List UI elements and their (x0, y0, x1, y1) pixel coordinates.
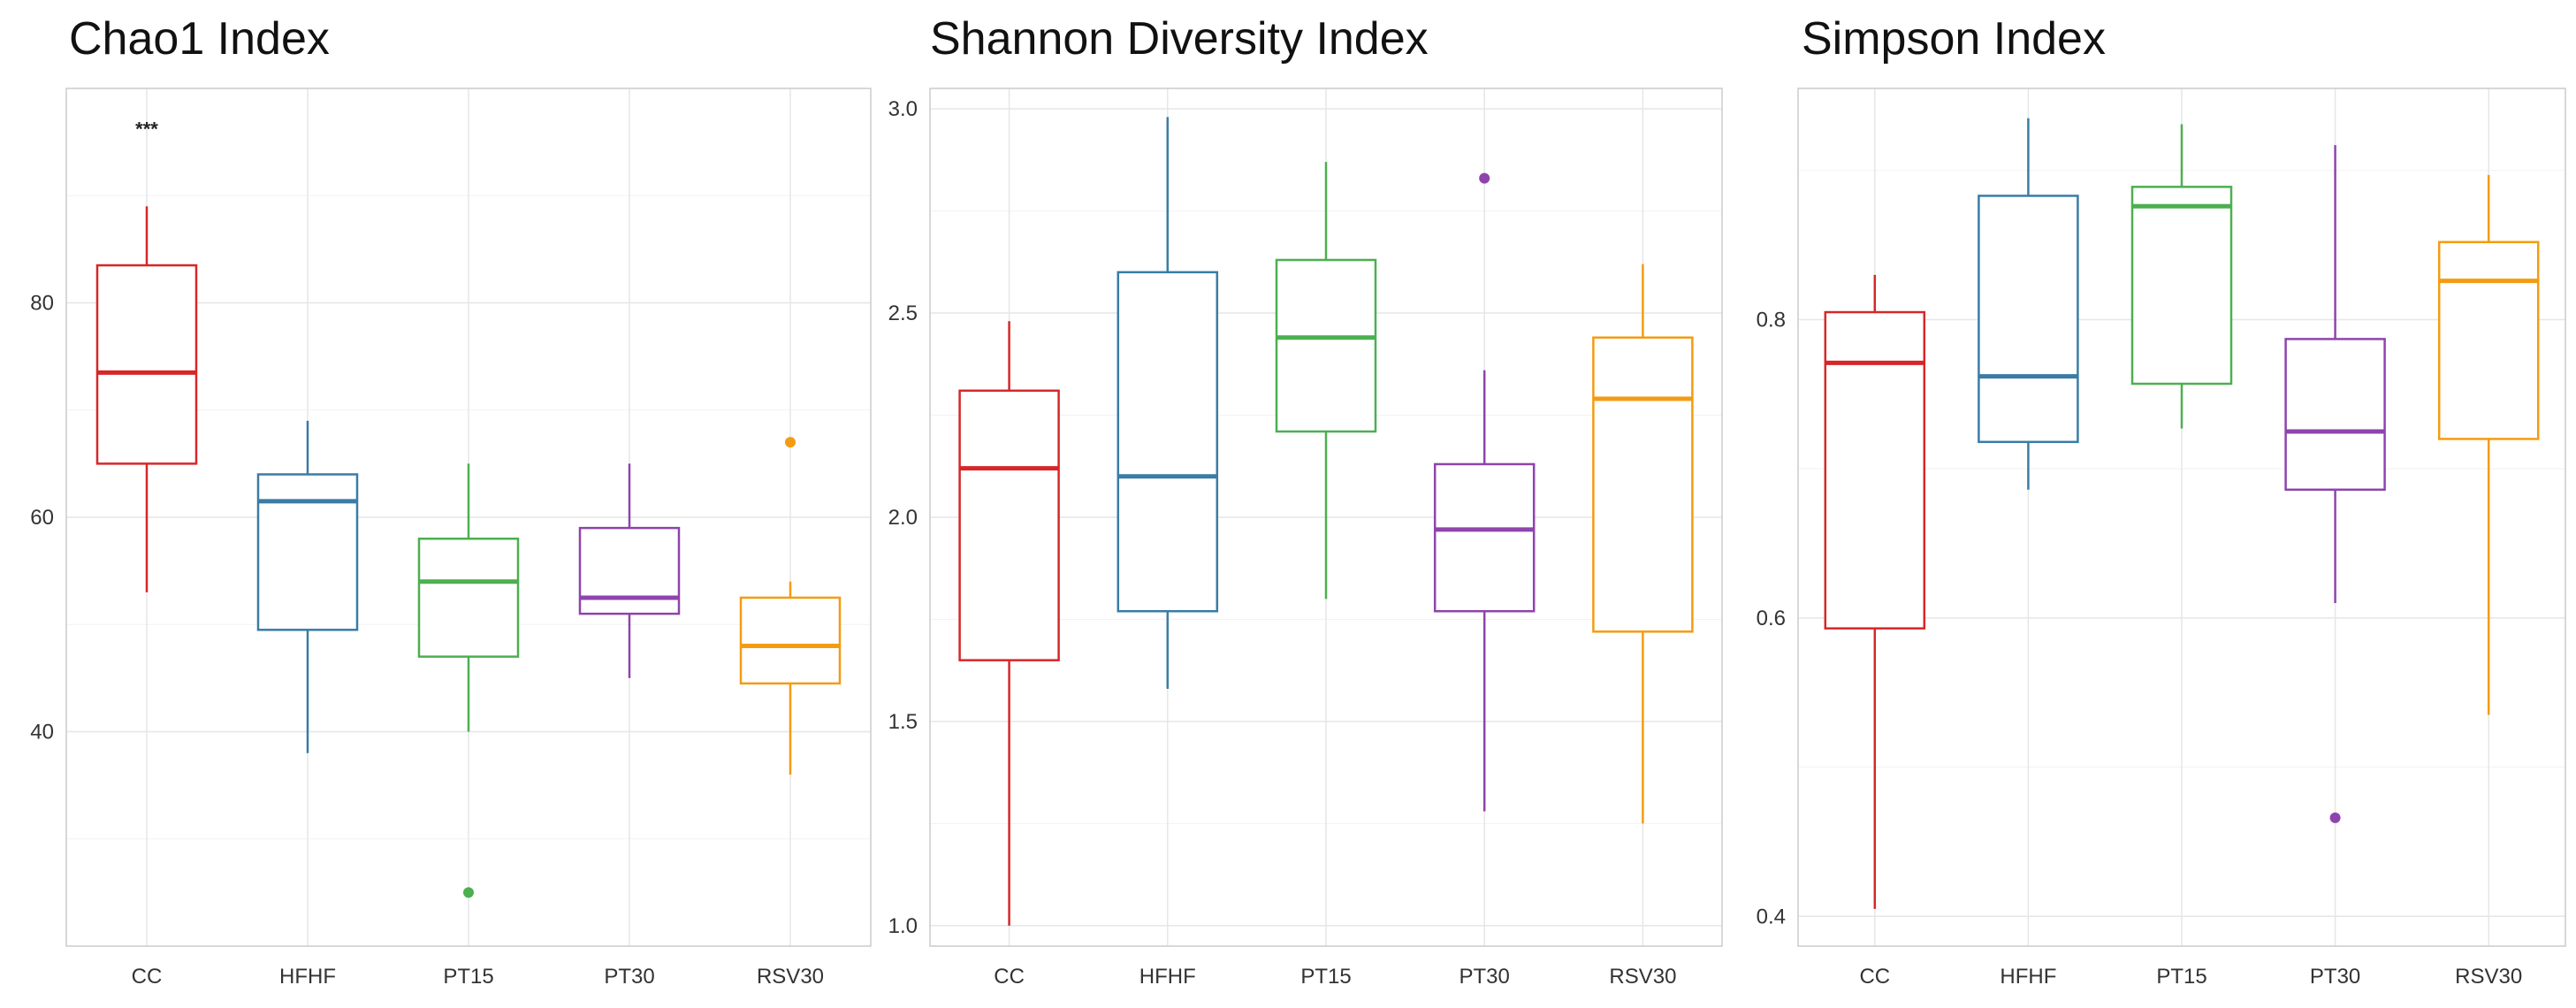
simpson-plot-border (1797, 88, 2566, 947)
outlier-point (1479, 172, 1490, 184)
y-tick-label: 1.5 (888, 710, 918, 734)
iqr-box (1433, 462, 1536, 613)
x-tick-label: RSV30 (2455, 965, 2522, 989)
simpson-panel: Simpson Index 0.4 0.6 0.8 CC HFHF PT15 PT30 RSV… (1733, 0, 2576, 1008)
iqr-box (578, 526, 681, 615)
chao1-y-axis: 40 60 80 (30, 292, 54, 745)
x-tick-label: RSV30 (1609, 965, 1676, 989)
x-tick-label: HFHF (1139, 965, 1196, 989)
box-rsv30 (1592, 263, 1694, 824)
iqr-box (1824, 310, 1926, 630)
box-pt15 (1275, 162, 1377, 599)
simpson-x-axis: CC HFHF PT15 PT30 RSV30 (1859, 965, 2522, 989)
shannon-x-axis: CC HFHF PT15 PT30 RSV30 (994, 965, 1676, 989)
y-tick-label: 2.0 (888, 506, 918, 530)
box-pt30 (2284, 145, 2386, 823)
significance-annotation: *** (135, 118, 158, 140)
iqr-box (1978, 195, 2079, 444)
box-hfhf (1117, 117, 1219, 689)
simpson-title: Simpson Index (1802, 13, 2106, 65)
shannon-title: Shannon Diversity Index (930, 13, 1429, 65)
chao1-plot-border (65, 88, 872, 947)
box-rsv30 (2437, 174, 2540, 715)
box-cc (958, 321, 1060, 926)
box-hfhf (1978, 118, 2079, 490)
iqr-box (95, 263, 198, 465)
box-rsv30 (739, 437, 842, 775)
box-pt15 (2130, 124, 2233, 429)
iqr-box (1275, 258, 1377, 433)
x-tick-label: PT30 (1459, 965, 1510, 989)
chao1-title: Chao1 Index (69, 13, 330, 65)
chao1-x-axis: CC HFHF PT15 PT30 RSV30 (132, 965, 824, 989)
y-tick-label: 2.5 (888, 302, 918, 325)
x-tick-label: PT30 (2310, 965, 2360, 989)
outlier-point (785, 437, 796, 448)
y-tick-label: 0.6 (1757, 607, 1786, 630)
x-tick-label: PT15 (1300, 965, 1351, 989)
simpson-chart: 0.4 0.6 0.8 CC HFHF PT15 PT30 RSV30 (1757, 88, 2566, 989)
iqr-box (256, 473, 359, 631)
shannon-panel: Shannon Diversity Index 1.0 1.5 2.0 2.5 3.0 C… (875, 0, 1733, 1008)
x-tick-label: CC (132, 965, 163, 989)
iqr-box (958, 389, 1060, 661)
shannon-plot-border (929, 88, 1723, 947)
y-tick-label: 40 (30, 721, 54, 745)
x-tick-label: PT30 (604, 965, 654, 989)
y-tick-label: 3.0 (888, 97, 918, 121)
iqr-box (417, 538, 520, 658)
box-hfhf (256, 420, 359, 753)
box-cc: *** (95, 118, 198, 592)
simpson-y-axis: 0.4 0.6 0.8 (1757, 308, 1786, 928)
y-tick-label: 80 (30, 292, 54, 316)
iqr-box (2130, 186, 2233, 386)
x-tick-label: CC (1859, 965, 1890, 989)
x-tick-label: RSV30 (757, 965, 824, 989)
x-tick-label: HFHF (2000, 965, 2056, 989)
iqr-box (1592, 336, 1694, 633)
shannon-y-axis: 1.0 1.5 2.0 2.5 3.0 (888, 97, 918, 938)
x-tick-label: PT15 (2156, 965, 2206, 989)
box-pt30 (1433, 172, 1536, 812)
chao1-chart: 40 60 80 CC HFHF PT15 PT30 RSV30 *** (30, 88, 872, 989)
x-tick-label: HFHF (279, 965, 336, 989)
shannon-chart: 1.0 1.5 2.0 2.5 3.0 CC HFHF PT15 PT30 RSV30 (888, 88, 1723, 989)
iqr-box (1117, 271, 1219, 613)
outlier-point (463, 887, 474, 898)
x-tick-label: PT15 (443, 965, 493, 989)
iqr-box (2437, 241, 2540, 440)
y-tick-label: 0.8 (1757, 308, 1786, 332)
y-tick-label: 1.0 (888, 914, 918, 938)
box-cc (1824, 274, 1926, 909)
chao1-panel: Chao1 Index 40 60 80 CC HFHF PT15 PT30 RSV30 *** (0, 0, 875, 1008)
y-tick-label: 0.4 (1757, 905, 1786, 928)
iqr-box (2284, 338, 2386, 492)
box-pt15 (417, 463, 520, 898)
box-pt30 (578, 463, 681, 678)
iqr-box (739, 596, 842, 685)
y-tick-label: 60 (30, 506, 54, 530)
x-tick-label: CC (994, 965, 1025, 989)
outlier-point (2329, 812, 2341, 823)
